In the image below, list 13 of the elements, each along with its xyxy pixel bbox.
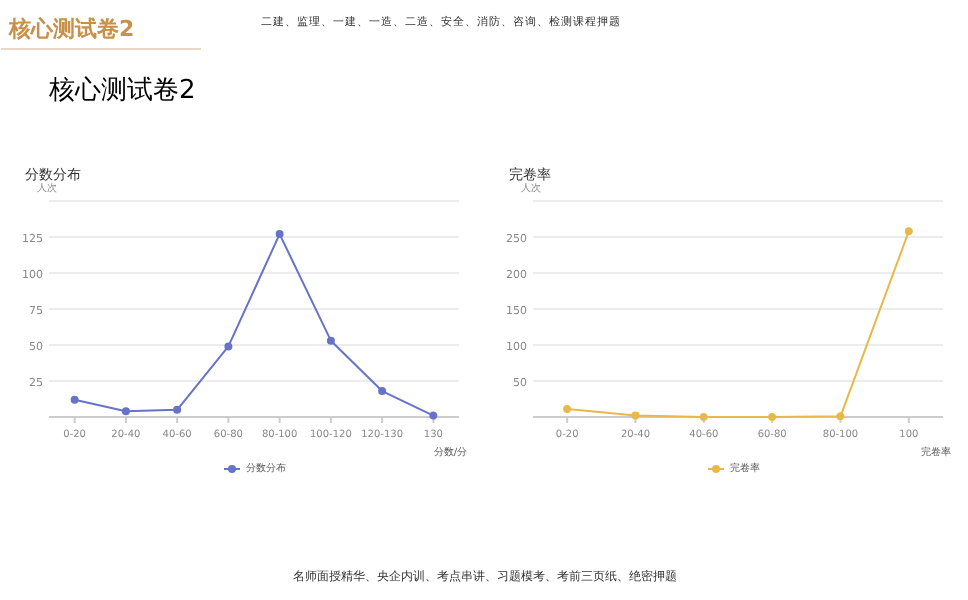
point [631,411,640,420]
point [173,405,182,414]
point [224,342,233,351]
point [121,407,130,416]
point [275,230,284,239]
text: 核心测试卷2 [7,16,135,42]
point [326,336,335,345]
point [904,227,913,236]
text: 核心测试卷2 [47,74,196,106]
point [563,405,572,414]
point [70,395,79,404]
point [378,387,387,396]
point [429,411,438,420]
